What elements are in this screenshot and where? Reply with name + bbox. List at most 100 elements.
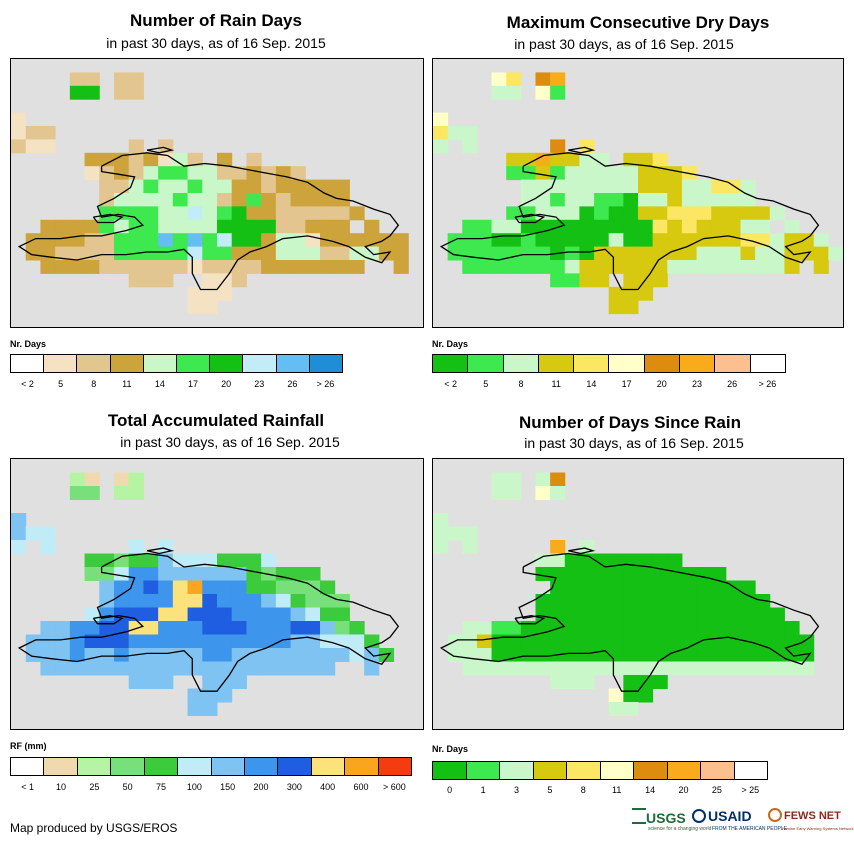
grid-cell	[202, 206, 218, 221]
grid-cell	[128, 540, 144, 554]
grid-cell	[305, 661, 321, 676]
grid-cell	[231, 219, 247, 234]
grid-cell	[564, 621, 580, 635]
grid-cell	[11, 526, 27, 541]
grid-cell	[623, 607, 639, 622]
grid-cell	[114, 85, 130, 100]
grid-cell	[608, 634, 624, 649]
grid-cell	[638, 246, 654, 261]
grid-cell	[491, 648, 507, 662]
grid-cell	[172, 580, 189, 595]
grid-cell	[623, 273, 639, 288]
grid-cell	[217, 634, 233, 649]
grid-cell	[202, 607, 218, 622]
legend-swatch	[567, 762, 601, 779]
grid-cell	[40, 139, 56, 154]
grid-cell	[217, 166, 233, 181]
grid-cell	[187, 688, 203, 703]
grid-cell	[550, 260, 566, 274]
grid-cell	[246, 179, 262, 194]
legend-label: 5	[547, 785, 553, 795]
grid-cell	[217, 553, 233, 568]
grid-cell	[740, 607, 756, 622]
grid-cell	[594, 580, 610, 595]
grid-cell	[202, 300, 218, 315]
grid-cell	[550, 553, 566, 568]
grid-cell	[462, 634, 478, 649]
grid-cell	[638, 179, 654, 194]
grid-cell	[69, 72, 86, 87]
legend-swatch	[433, 762, 467, 779]
grid-cell	[594, 233, 610, 248]
grid-cell	[740, 206, 756, 221]
grid-cell	[740, 661, 756, 676]
grid-cell	[462, 540, 478, 554]
grid-cell	[652, 193, 668, 207]
grid-cell	[535, 152, 551, 167]
grid-cell	[143, 219, 159, 234]
grid-cell	[564, 233, 580, 248]
grid-cell	[520, 246, 536, 261]
grid-cell	[681, 594, 698, 608]
grid-cell	[290, 193, 306, 207]
grid-cell	[740, 580, 756, 595]
grid-cell	[172, 553, 189, 568]
grid-cell	[520, 661, 536, 676]
grid-cell	[217, 260, 233, 274]
grid-cell	[202, 260, 218, 274]
grid-cell	[69, 621, 86, 635]
grid-cell	[202, 688, 218, 703]
grid-cell	[520, 648, 536, 662]
grid-cell	[667, 607, 683, 622]
grid-cell	[476, 661, 493, 676]
grid-cell	[143, 273, 159, 288]
grid-cell	[261, 621, 277, 635]
grid-cell	[535, 486, 551, 500]
legend-labels-since-rain: 0 1 3 5 8 11 14 20 25 > 25	[432, 785, 768, 797]
legend-bar-since-rain	[432, 761, 768, 780]
legend-label: 5	[58, 379, 64, 389]
grid-cell	[506, 72, 522, 87]
island-outline	[17, 552, 400, 692]
legend-label: 26	[287, 379, 298, 389]
grid-cell	[114, 567, 130, 581]
grid-cell	[84, 607, 100, 622]
grid-cell	[564, 580, 580, 595]
grid-cell	[638, 233, 654, 248]
legend-swatch	[644, 355, 681, 372]
grid-cell	[667, 260, 683, 274]
grid-cell	[114, 594, 130, 608]
grid-cell	[608, 702, 624, 716]
grid-cell	[172, 152, 189, 167]
grid-cell	[202, 702, 218, 716]
grid-cell	[172, 594, 189, 608]
grid-cell	[187, 661, 203, 676]
legend-label: 23	[254, 379, 265, 389]
grid-cell	[740, 219, 756, 234]
grid-cell	[143, 193, 159, 207]
legend-label: < 2	[444, 379, 457, 389]
legend-labels-rainfall: < 1 10 25 50 75 100 150 200 300 400 600 > 600	[10, 782, 412, 794]
grid-cell	[99, 246, 115, 261]
grid-cell	[696, 621, 712, 635]
grid-cell	[447, 246, 463, 261]
grid-cell	[696, 193, 712, 207]
grid-cell	[623, 634, 639, 649]
grid-cell	[11, 540, 27, 554]
grid-cell	[231, 206, 247, 221]
grid-cell	[667, 219, 683, 234]
grid-cell	[579, 580, 595, 595]
grid-cell	[564, 260, 580, 274]
grid-cell	[550, 567, 566, 581]
grid-cell	[172, 179, 189, 194]
grid-cell	[594, 553, 610, 568]
grid-cell	[476, 621, 493, 635]
grid-cell	[187, 553, 203, 568]
grid-cell	[711, 567, 727, 581]
legend-label: 8	[91, 379, 97, 389]
grid-cell	[305, 246, 321, 261]
grid-cell	[261, 580, 277, 595]
usaid-tagline: FROM THE AMERICAN PEOPLE	[712, 826, 787, 832]
grid-cell	[246, 166, 262, 181]
map-rain-days	[10, 58, 424, 328]
